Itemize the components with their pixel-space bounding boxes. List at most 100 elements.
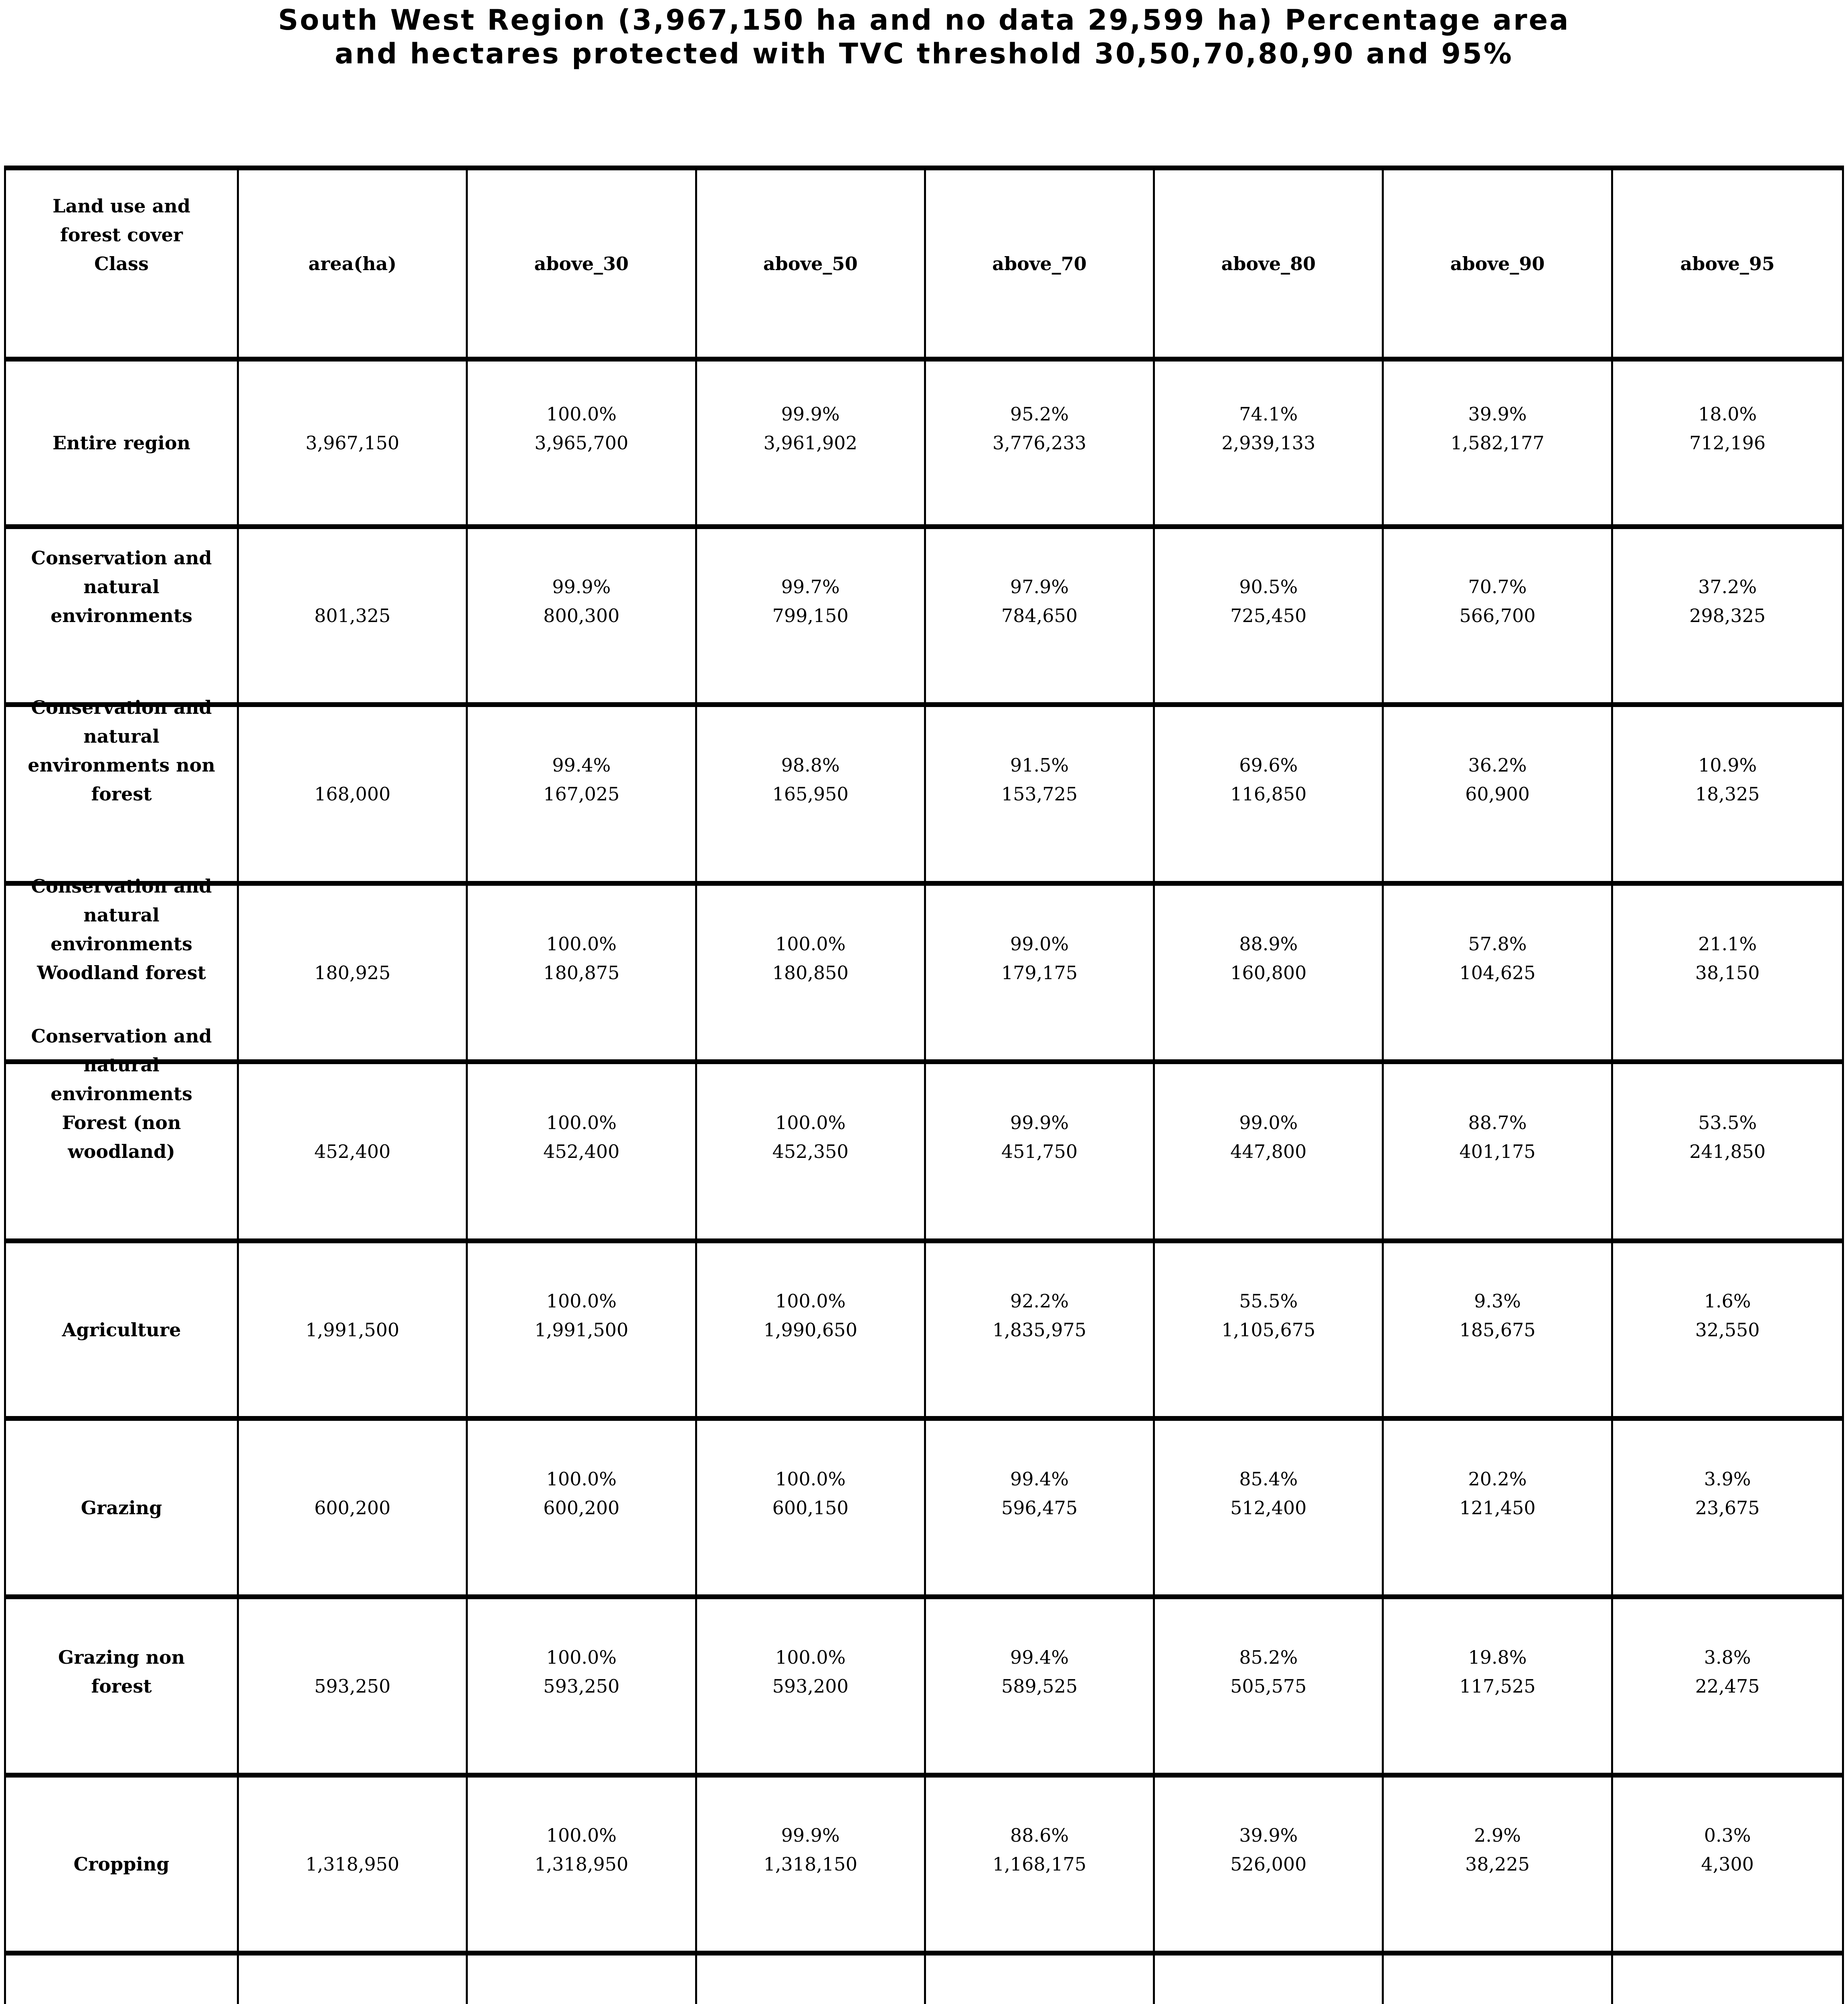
data-cell-text: 100.0%72,250 [697,1999,924,2004]
row-label-line: Conservation and [31,697,212,718]
data-cell: 98.6%71,225 [926,1956,1155,2004]
percent-value: 0.3% [1704,1824,1751,1846]
percent-value: 100.0% [546,1824,617,1846]
header-cell: area(ha) [239,170,468,362]
data-cell: 99.4% 596,475 [926,1421,1155,1599]
area-cell: 801,325 [239,529,468,707]
area-cell: 452,400 [239,1064,468,1243]
data-cell-text: 88.7% 401,175 [1384,1108,1611,1166]
header-cell-text: above_30 [468,249,695,278]
percent-value: 100.0% [775,933,846,955]
hectares-value: 167,025 [543,783,620,805]
percent-value: 99.4% [1010,1646,1069,1668]
percent-value: 100.0% [546,933,617,955]
data-cell-text: 99.7% 799,150 [697,572,924,630]
hectares-value: 401,175 [1459,1140,1536,1162]
data-cell-text: 21.1% 38,150 [1613,929,1842,987]
data-cell: 39.9% 526,000 [1155,1778,1384,1956]
header-cell-class-text: Land use and forest cover Class [6,192,237,278]
header-cell-text: above_80 [1155,249,1382,278]
row-label-line: Conservation and [31,1025,212,1047]
area-cell: 593,250 [239,1599,468,1778]
row-label-line: natural [83,1054,160,1076]
percent-value: 93.0% [1155,1999,1382,2004]
data-cell-text: 85.4% 512,400 [1155,1465,1382,1522]
data-cell: 85.2% 505,575 [1155,1599,1384,1778]
data-cell-text: 100.0% 452,350 [697,1108,924,1166]
data-cell-text: 88.6% 1,168,175 [926,1821,1153,1879]
area-cell-text: 600,200 [239,1493,466,1522]
data-cell-text: 39.9% 1,582,177 [1384,400,1611,457]
hectares-value: 4,300 [1701,1853,1754,1875]
data-cell-text: 99.0% 179,175 [926,929,1153,987]
row-label-cell: Agriculture [6,1243,239,1421]
percent-value: 20.2% [1468,1468,1527,1490]
data-cell-text: 97.9% 784,650 [926,572,1153,630]
hectares-value: 600,200 [543,1497,620,1519]
area-cell: 168,000 [239,707,468,886]
data-cell-text: 100.0% 180,875 [468,929,695,987]
area-cell: 180,925 [239,886,468,1064]
header-line: Class [94,253,149,275]
hectares-value: 596,475 [1001,1497,1078,1519]
area-value: 180,925 [314,962,391,984]
data-cell: 0.3% 4,300 [1613,1778,1842,1956]
hectares-value: 32,550 [1695,1319,1760,1341]
row-label-cell: Grazing [6,1421,239,1599]
data-cell: 92.2% 1,835,975 [926,1243,1155,1421]
data-cell-text: 74.1% 2,939,133 [1155,400,1382,457]
row-label-text: Grazing non forest [6,1643,237,1701]
data-cell: 93.0%67,175 [1155,1956,1384,2004]
percent-value: 100.0% [546,1646,617,1668]
percent-value: 100.0% [546,403,617,425]
area-cell: 72,250 [239,1956,468,2004]
hectares-value: 38,225 [1465,1853,1530,1875]
header-col-label: above_95 [1680,253,1775,275]
data-cell: 69.6% 116,850 [1155,707,1384,886]
row-label-line: Entire region [52,432,190,454]
hectares-value: 725,450 [1230,605,1307,626]
data-cell: 74.1% 2,939,133 [1155,362,1384,529]
data-cell: 100.0%72,250 [468,1956,697,2004]
hectares-value: 712,196 [1689,432,1766,454]
data-cell: 88.9% 160,800 [1155,886,1384,1064]
percent-value: 70.7% [1468,576,1527,598]
data-cell: 10.9% 18,325 [1613,707,1842,886]
data-cell-text: 39.9% 526,000 [1155,1821,1382,1879]
data-cell: 39.9% 1,582,177 [1384,362,1613,529]
hectares-value: 241,850 [1689,1140,1766,1162]
data-cell: 97.9% 784,650 [926,529,1155,707]
percent-value: 10.9% [1698,754,1757,776]
row-label-cell: Conservation and natural environments Fores… [6,1025,239,1243]
data-cell: 100.0% 600,150 [697,1421,926,1599]
hectares-value: 566,700 [1459,605,1536,626]
hectares-value: 512,400 [1230,1497,1307,1519]
row-label-line: Agriculture [62,1319,181,1341]
hectares-value: 298,325 [1689,605,1766,626]
row-label-line: forest [91,783,152,805]
percent-value: 98.8% [781,754,840,776]
data-cell: 55.5% 1,105,675 [1155,1243,1384,1421]
hectares-value: 3,776,233 [992,432,1087,454]
percent-value: 88.7% [1468,1111,1527,1133]
data-cell-text: 100.0% 1,991,500 [468,1287,695,1344]
data-cell: 57.8% 104,625 [1384,886,1613,1064]
data-cell: 88.7% 401,175 [1384,1064,1613,1243]
header-col-label: area(ha) [308,253,397,275]
data-cell-text: 53.5% 241,850 [1613,1108,1842,1166]
hectares-value: 160,800 [1230,962,1307,984]
row-label-line: Conservation and [31,875,212,897]
data-cell: 99.7% 799,150 [697,529,926,707]
percent-value: 99.0% [1239,1111,1298,1133]
percent-value: 6.3% [1613,1999,1842,2004]
row-label-text: Agriculture [6,1315,237,1344]
data-cell: 99.9% 3,961,902 [697,362,926,529]
data-cell-text: 93.0%67,175 [1155,1999,1382,2004]
data-cell-text: 3.9% 23,675 [1613,1465,1842,1522]
row-label-line: woodland) [68,1140,175,1162]
hectares-value: 3,961,902 [763,432,857,454]
row-label-text: Entire region [6,428,237,457]
hectares-value: 1,168,175 [992,1853,1087,1875]
row-label-line: Conservation and [31,547,212,569]
area-value: 801,325 [314,605,391,626]
